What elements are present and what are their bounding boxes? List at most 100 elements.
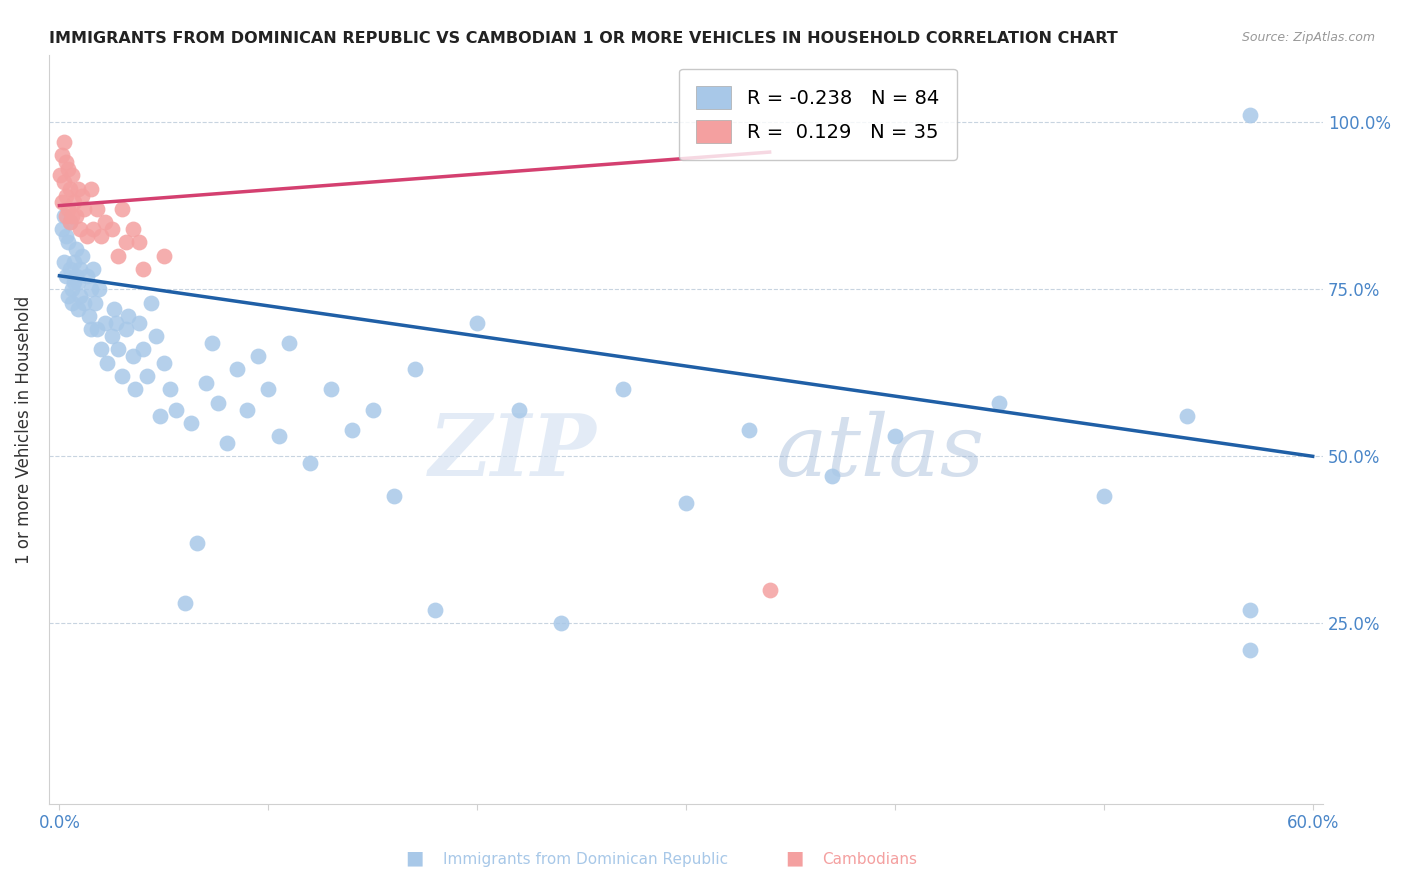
Text: ZIP: ZIP [429, 410, 598, 494]
Point [52, 175, 75, 189]
Point [59, 182, 82, 196]
Point [1177, 409, 1199, 424]
Point [65, 268, 87, 283]
Point [65, 242, 87, 256]
Point [226, 362, 249, 376]
Point [60, 169, 83, 183]
Text: ■: ■ [405, 848, 425, 867]
Point [141, 295, 163, 310]
Point [56, 161, 79, 176]
Point [201, 335, 224, 350]
Point [107, 249, 129, 263]
Point [1239, 643, 1261, 657]
Point [60, 209, 83, 223]
Point [77, 309, 100, 323]
Text: Immigrants from Dominican Republic: Immigrants from Dominican Republic [443, 852, 728, 867]
Point [132, 343, 155, 357]
Point [76, 268, 98, 283]
Point [49, 169, 72, 183]
Point [52, 255, 75, 269]
Text: Source: ZipAtlas.com: Source: ZipAtlas.com [1241, 31, 1375, 45]
Point [121, 222, 143, 236]
Point [1092, 490, 1115, 504]
Point [63, 195, 86, 210]
Point [80, 282, 103, 296]
Point [73, 202, 96, 216]
Point [80, 322, 103, 336]
Point [128, 235, 150, 250]
Point [52, 209, 75, 223]
Point [117, 309, 139, 323]
Point [82, 262, 104, 277]
Point [382, 490, 405, 504]
Point [884, 429, 907, 443]
Point [69, 222, 91, 236]
Point [550, 616, 572, 631]
Point [612, 383, 634, 397]
Point [186, 536, 208, 550]
Point [236, 402, 259, 417]
Point [758, 582, 780, 597]
Text: IMMIGRANTS FROM DOMINICAN REPUBLIC VS CAMBODIAN 1 OR MORE VEHICLES IN HOUSEHOLD : IMMIGRANTS FROM DOMINICAN REPUBLIC VS CA… [49, 31, 1118, 46]
Point [132, 262, 155, 277]
Point [86, 322, 108, 336]
Point [1239, 108, 1261, 122]
Point [84, 295, 107, 310]
Text: ■: ■ [785, 848, 804, 867]
Point [508, 402, 530, 417]
Point [59, 215, 82, 229]
Point [180, 416, 202, 430]
Text: Cambodians: Cambodians [823, 852, 918, 867]
Point [59, 215, 82, 229]
Point [63, 255, 86, 269]
Point [60, 295, 83, 310]
Point [104, 316, 127, 330]
Point [173, 596, 195, 610]
Point [194, 376, 217, 390]
Point [319, 383, 342, 397]
Point [80, 182, 103, 196]
Point [111, 369, 134, 384]
Point [165, 402, 187, 417]
Point [69, 289, 91, 303]
Point [115, 322, 138, 336]
Point [67, 276, 90, 290]
Point [246, 349, 269, 363]
Point [738, 423, 761, 437]
Point [278, 335, 301, 350]
Point [153, 249, 176, 263]
Point [111, 202, 134, 216]
Point [56, 235, 79, 250]
Point [52, 135, 75, 149]
Point [153, 356, 176, 370]
Point [63, 276, 86, 290]
Point [51, 148, 73, 162]
Point [96, 356, 118, 370]
Point [90, 343, 112, 357]
Point [55, 155, 77, 169]
Point [361, 402, 384, 417]
Point [675, 496, 697, 510]
Point [55, 228, 77, 243]
Point [207, 396, 229, 410]
Point [465, 316, 488, 330]
Point [67, 182, 90, 196]
Point [69, 262, 91, 277]
Point [51, 195, 73, 210]
Point [215, 436, 238, 450]
Point [159, 383, 181, 397]
Point [56, 289, 79, 303]
Point [55, 209, 77, 223]
Point [267, 429, 290, 443]
Point [404, 362, 426, 376]
Point [76, 228, 98, 243]
Point [65, 209, 87, 223]
Point [72, 188, 94, 202]
Point [55, 188, 77, 202]
Point [73, 295, 96, 310]
Point [87, 282, 110, 296]
Point [149, 409, 172, 424]
Point [425, 603, 447, 617]
Point [124, 383, 146, 397]
Point [257, 383, 280, 397]
